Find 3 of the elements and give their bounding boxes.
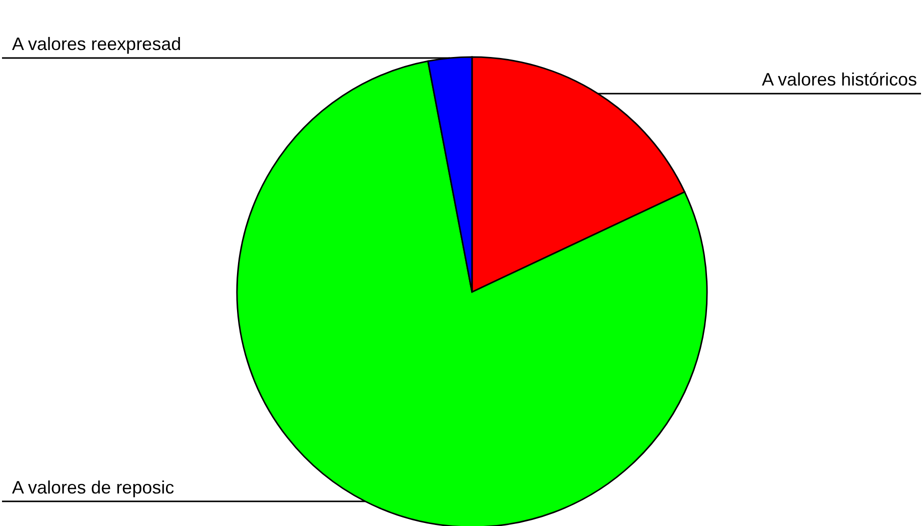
slice-label: A valores de reposic (12, 477, 174, 498)
slice-label: A valores históricos (762, 70, 917, 90)
slice-label: A valores reexpresad (12, 34, 182, 54)
